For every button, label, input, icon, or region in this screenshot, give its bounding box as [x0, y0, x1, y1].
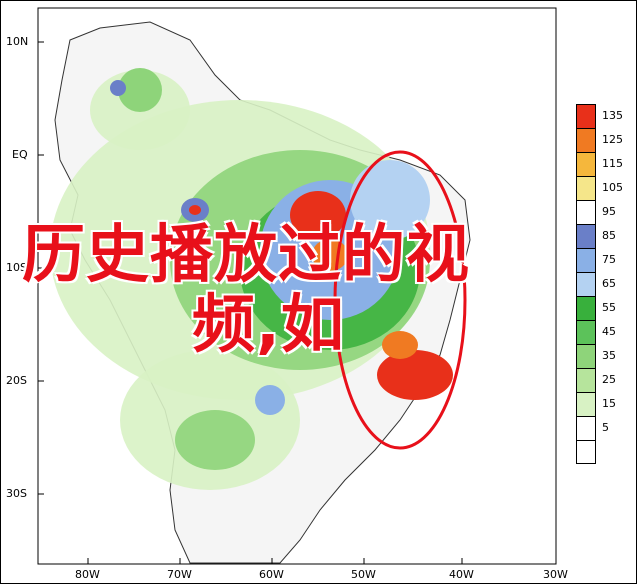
- legend-label: 135: [602, 109, 623, 122]
- legend-swatch: [577, 225, 595, 249]
- annotation-ellipse: [333, 150, 467, 450]
- legend-label: 65: [602, 277, 616, 290]
- lat-label-10s: 10S: [6, 261, 27, 274]
- legend-swatch: [577, 393, 595, 417]
- legend-label: 75: [602, 253, 616, 266]
- overlay-caption: 历史播放过的视 频,如: [22, 220, 622, 360]
- legend-label: 25: [602, 373, 616, 386]
- lat-label-10n: 10N: [6, 35, 29, 48]
- lon-label-50w: 50W: [351, 568, 376, 581]
- overlay-line-2: 频,如: [192, 288, 345, 361]
- lon-label-80w: 80W: [75, 568, 100, 581]
- axis-ticks: [38, 41, 557, 564]
- color-legend: [576, 104, 596, 464]
- legend-swatch: [577, 249, 595, 273]
- lon-label-30w: 30W: [543, 568, 568, 581]
- legend-swatch: [577, 345, 595, 369]
- legend-label: 115: [602, 157, 623, 170]
- legend-label: 85: [602, 229, 616, 242]
- legend-label: 55: [602, 301, 616, 314]
- legend-label: 35: [602, 349, 616, 362]
- legend-swatch: [577, 417, 595, 441]
- legend-swatch: [577, 369, 595, 393]
- legend-swatch: [577, 129, 595, 153]
- legend-label: 5: [602, 421, 609, 434]
- lon-label-40w: 40W: [449, 568, 474, 581]
- legend-label: 15: [602, 397, 616, 410]
- legend-swatch: [577, 105, 595, 129]
- legend-swatch: [577, 153, 595, 177]
- lat-label-30s: 30S: [6, 487, 27, 500]
- lon-label-70w: 70W: [167, 568, 192, 581]
- legend-swatch: [577, 273, 595, 297]
- legend-swatch: [577, 201, 595, 225]
- overlay-line-1: 历史播放过的视: [22, 218, 470, 291]
- legend-swatch: [577, 297, 595, 321]
- lon-label-60w: 60W: [259, 568, 284, 581]
- legend-label: 105: [602, 181, 623, 194]
- legend-label: 95: [602, 205, 616, 218]
- legend-swatch: [577, 177, 595, 201]
- legend-label: 45: [602, 325, 616, 338]
- lat-label-20s: 20S: [6, 374, 27, 387]
- legend-label: 125: [602, 133, 623, 146]
- lat-label-eq: EQ: [12, 148, 28, 161]
- legend-swatch: [577, 321, 595, 345]
